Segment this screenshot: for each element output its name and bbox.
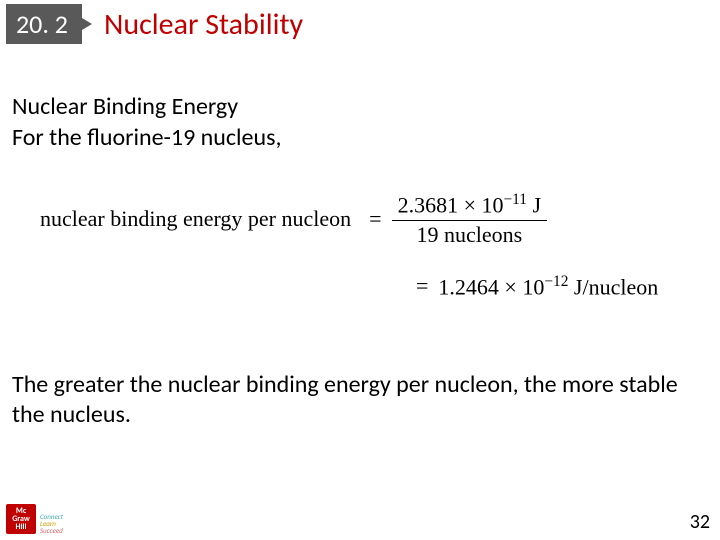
- fraction: 2.3681 × 10−11 J 19 nucleons: [392, 192, 547, 247]
- equals-sign: =: [369, 206, 381, 232]
- publisher-logos: Mc Graw Hill Connect Learn Succeed: [6, 504, 63, 534]
- numerator: 2.3681 × 10−11 J: [392, 192, 547, 221]
- denominator: 19 nucleons: [410, 221, 528, 247]
- equation-row-2: = 1.2464 × 10−12 J/nucleon: [406, 273, 720, 300]
- section-number-box: 20. 2: [6, 4, 82, 44]
- slide-header: 20. 2 Nuclear Stability: [0, 0, 720, 44]
- page-number: 32: [690, 510, 710, 534]
- mcgraw-hill-logo: Mc Graw Hill: [6, 504, 36, 534]
- slide-footer: Mc Graw Hill Connect Learn Succeed 32: [6, 504, 710, 534]
- equation-block: nuclear binding energy per nucleon = 2.3…: [40, 192, 720, 300]
- conclusion-text: The greater the nuclear binding energy p…: [0, 370, 720, 430]
- slide-title: Nuclear Stability: [104, 6, 303, 43]
- connect-learn-succeed-logo: Connect Learn Succeed: [40, 513, 63, 534]
- equation-row-1: nuclear binding energy per nucleon = 2.3…: [40, 192, 720, 247]
- equation-result: 1.2464 × 10−12 J/nucleon: [438, 273, 658, 300]
- section-number: 20. 2: [16, 8, 68, 40]
- context-line: For the fluorine-19 nucleus,: [0, 123, 720, 152]
- equation-label: nuclear binding energy per nucleon: [40, 206, 351, 232]
- subtitle: Nuclear Binding Energy: [0, 92, 720, 121]
- equals-sign-2: =: [416, 273, 428, 299]
